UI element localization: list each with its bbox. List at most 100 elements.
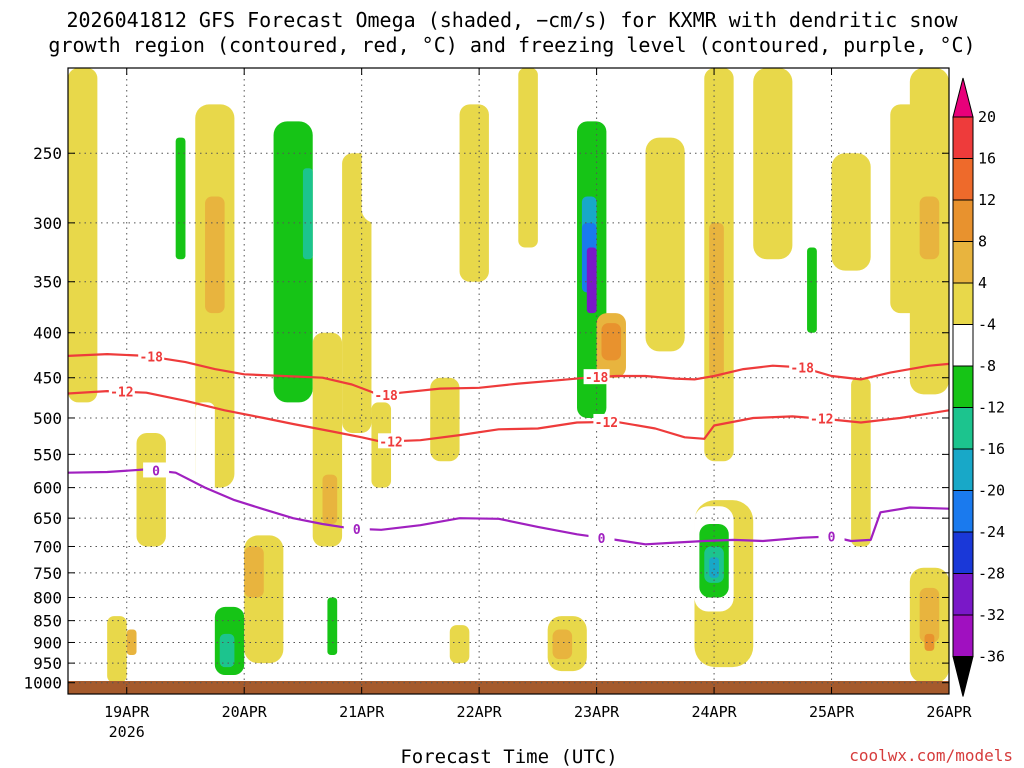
contour-label-1-3: -12 [810,413,833,428]
contour-label-bg-1-1 [378,433,405,449]
omega-shade-region-46 [753,68,793,260]
colorbar-bin-3 [952,241,974,284]
colorbar-bin-6 [952,365,974,408]
grid-layer [68,68,949,694]
omega-shade-region-56 [924,633,935,651]
contour-label-1-2: -12 [595,416,618,431]
colorbar-label-2: 12 [978,191,996,209]
y-tick-label-350: 350 [33,273,62,292]
x-tick-label-5: 24APR [691,703,737,721]
terrain-layer [68,681,949,694]
omega-shade-region-49 [831,153,871,271]
omega-shade-region-53 [919,196,940,260]
contour-label-bg-2-0 [143,462,170,478]
colorbar-label-8: -16 [978,440,1005,458]
y-tick-label-950: 950 [33,654,62,673]
x-tick-label-3: 22APR [457,703,503,721]
y-tick-label-600: 600 [33,479,62,498]
colorbar-label-0: 20 [978,108,996,126]
colorbar-label-4: 4 [978,274,987,292]
omega-shade-region-55 [919,587,940,643]
omega-shade-region-4 [146,68,157,303]
contour-label-bg-0-2 [583,369,610,385]
x-axis-label: Forecast Time (UTC) [400,746,617,768]
colorbar-label-5: -4 [978,316,996,334]
omega-shade-region-37 [552,629,573,660]
omega-shade-region-2 [126,629,137,655]
chart-title-line-2: growth region (contoured, red, °C) and f… [48,33,975,57]
x-tick-label-0: 19APR [104,703,150,721]
contour-label-2-0: 0 [152,464,160,479]
contour-label-bg-1-3 [808,410,835,426]
omega-shading [68,68,949,683]
contour-label-bg-2-2 [588,529,615,545]
contour-label-2-3: 0 [828,531,836,546]
contour-label-bg-2-3 [818,528,845,544]
colorbar: 20 16 12 8 4 -4 -8 -12 -16 -20 -24 -28 -32 -36 [952,77,1005,697]
contour-label-bg-1-0 [108,383,135,399]
omega-shade-region-16 [273,121,313,403]
colorbar-bin-12 [952,614,974,657]
plot-frame [67,67,950,695]
contour-label-bg-1-2 [593,413,620,429]
omega-shade-region-38 [645,137,685,352]
contour-label-1-1: -12 [379,435,402,450]
contour-label-1-0: -12 [110,386,133,401]
contour-label-bg-0-1 [373,387,400,403]
x-axis: 19APR 2026 20APR 21APR 22APR 23APR 24APR 25APR 2… [104,68,973,741]
y-tick-label-250: 250 [33,144,62,163]
y-tick-label-1000: 1000 [23,674,62,693]
colorbar-label-7: -12 [978,399,1005,417]
chart-title: 2026041812 GFS Forecast Omega (shaded, −… [48,8,975,57]
colorbar-bin-2 [952,199,974,242]
chart-title-line-1: 2026041812 GFS Forecast Omega (shaded, −… [66,8,958,32]
x-tick-label-6: 25APR [809,703,855,721]
omega-shade-region-14 [244,546,264,598]
colorbar-bin-7 [952,407,974,450]
colorbar-label-11: -28 [978,565,1005,583]
x-tick-label-7: 26APR [926,703,972,721]
colorbar-bin-8 [952,448,974,491]
contour-label-bg-0-0 [138,348,165,364]
contour-layer: -18 -18 -18 -18 -12 -12 -12 -12 0 0 0 0 [68,348,949,547]
colorbar-bin-10 [952,531,974,574]
colorbar-arrow-bottom [952,656,974,697]
omega-shade-region-50 [851,377,871,547]
colorbar-bin-9 [952,490,974,533]
y-tick-label-850: 850 [33,612,62,631]
contour-label-bg-2-1 [343,520,370,536]
omega-shade-region-9 [195,402,215,501]
colorbar-label-12: -32 [978,606,1005,624]
x-tick-sublabel-0: 2026 [109,723,145,741]
contour-label-0-3: -18 [790,361,814,376]
y-tick-label-900: 900 [33,633,62,652]
y-tick-label-750: 750 [33,564,62,583]
omega-shade-region-19 [322,474,338,525]
omega-shade-region-35 [601,323,622,361]
contour-label-bg-0-3 [789,359,816,375]
colorbar-label-1: 16 [978,150,996,168]
omega-shade-region-1 [107,616,127,683]
x-tick-label-1: 20APR [222,703,268,721]
contour-label-2-1: 0 [353,523,361,538]
terrain-surface [68,681,949,694]
y-tick-label-500: 500 [33,409,62,428]
omega-shade-region-48 [807,247,817,333]
colorbar-bin-11 [952,573,974,616]
y-tick-label-300: 300 [33,214,62,233]
colorbar-label-10: -24 [978,523,1005,541]
omega-shade-region-21 [327,597,338,655]
x-tick-label-4: 23APR [574,703,620,721]
contour-label-0-0: -18 [139,351,163,366]
omega-shade-region-40 [709,222,724,378]
y-tick-label-650: 650 [33,509,62,528]
omega-shade-region-25 [430,377,460,462]
omega-shade-region-28 [518,68,538,248]
y-tick-label-450: 450 [33,369,62,388]
colorbar-label-6: -8 [978,357,996,375]
y-tick-label-800: 800 [33,588,62,607]
credit-text: coolwx.com/models [849,746,1013,765]
colorbar-label-9: -20 [978,482,1005,500]
colorbar-bin-1 [952,158,974,201]
